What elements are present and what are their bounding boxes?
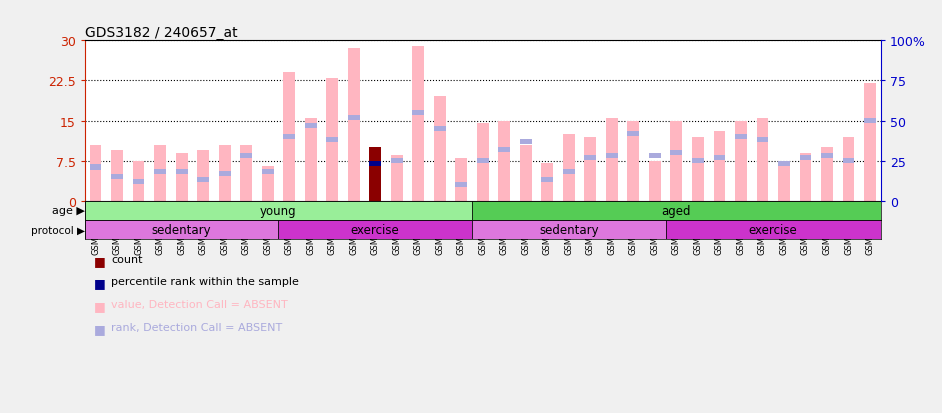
Bar [800, 155, 811, 161]
Bar [89, 145, 102, 201]
Bar [369, 148, 382, 201]
Text: exercise: exercise [350, 223, 399, 236]
Text: ■: ■ [94, 299, 106, 312]
Bar [284, 73, 295, 201]
Bar [154, 145, 166, 201]
Bar [520, 139, 531, 145]
Bar [262, 170, 273, 175]
Bar [284, 135, 295, 140]
Bar [391, 156, 402, 201]
Bar [713, 132, 725, 201]
Bar [778, 162, 790, 167]
Bar [842, 159, 854, 164]
Text: rank, Detection Call = ABSENT: rank, Detection Call = ABSENT [111, 322, 283, 332]
Bar [455, 183, 467, 188]
Bar [219, 171, 231, 177]
Bar [133, 179, 144, 185]
Bar [864, 119, 876, 124]
Bar [864, 84, 876, 201]
Bar [348, 49, 360, 201]
Bar [542, 164, 553, 201]
Bar [606, 154, 618, 159]
Bar [671, 151, 682, 156]
Bar [692, 159, 704, 164]
Bar [85, 201, 472, 221]
Bar [498, 121, 511, 201]
Text: protocol ▶: protocol ▶ [31, 225, 85, 235]
Bar [692, 137, 704, 201]
Text: ■: ■ [94, 254, 106, 267]
Bar [240, 154, 252, 159]
Bar [649, 161, 660, 201]
Text: count: count [111, 254, 142, 264]
Bar [175, 170, 187, 175]
Bar [133, 161, 144, 201]
Bar [735, 121, 747, 201]
Bar [584, 155, 596, 161]
Bar [666, 221, 881, 240]
Bar [111, 151, 123, 201]
Text: GDS3182 / 240657_at: GDS3182 / 240657_at [85, 26, 237, 40]
Bar [175, 153, 187, 201]
Text: exercise: exercise [749, 223, 798, 236]
Bar [197, 178, 209, 183]
Text: ■: ■ [94, 277, 106, 290]
Bar [821, 154, 833, 159]
Bar [434, 126, 446, 132]
Bar [219, 145, 231, 201]
Bar [756, 138, 769, 143]
Bar [348, 115, 360, 121]
Bar [369, 162, 382, 167]
Bar [563, 135, 575, 201]
Bar [477, 124, 489, 201]
Bar [671, 121, 682, 201]
Bar [542, 178, 553, 183]
Bar [391, 159, 402, 164]
Bar [472, 201, 881, 221]
Bar [498, 147, 511, 153]
Bar [326, 138, 338, 143]
Bar [735, 135, 747, 140]
Bar [627, 131, 640, 137]
Bar [413, 111, 424, 116]
Bar [154, 170, 166, 175]
Text: aged: aged [661, 204, 691, 217]
Text: ■: ■ [94, 322, 106, 335]
Bar [85, 221, 279, 240]
Bar [821, 148, 833, 201]
Bar [627, 121, 640, 201]
Bar [326, 78, 338, 201]
Bar [279, 221, 472, 240]
Bar [111, 175, 123, 180]
Bar [89, 165, 102, 170]
Bar [563, 170, 575, 175]
Bar [413, 47, 424, 201]
Bar [756, 119, 769, 201]
Bar [197, 151, 209, 201]
Bar [477, 159, 489, 164]
Text: sedentary: sedentary [152, 223, 211, 236]
Bar [800, 153, 811, 201]
Bar [434, 97, 446, 201]
Bar [240, 145, 252, 201]
Bar [455, 159, 467, 201]
Text: age ▶: age ▶ [52, 206, 85, 216]
Bar [262, 166, 273, 201]
Bar [584, 137, 596, 201]
Bar [472, 221, 666, 240]
Bar [842, 137, 854, 201]
Bar [713, 155, 725, 161]
Text: young: young [260, 204, 297, 217]
Bar [649, 154, 660, 159]
Bar [305, 119, 317, 201]
Text: value, Detection Call = ABSENT: value, Detection Call = ABSENT [111, 299, 288, 309]
Text: percentile rank within the sample: percentile rank within the sample [111, 277, 299, 287]
Bar [778, 161, 790, 201]
Bar [606, 119, 618, 201]
Text: sedentary: sedentary [539, 223, 598, 236]
Bar [305, 123, 317, 129]
Bar [520, 145, 531, 201]
